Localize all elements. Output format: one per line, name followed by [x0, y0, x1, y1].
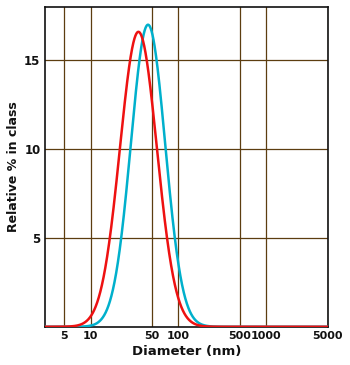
X-axis label: Diameter (nm): Diameter (nm) [132, 345, 241, 358]
Y-axis label: Relative % in class: Relative % in class [7, 101, 20, 232]
